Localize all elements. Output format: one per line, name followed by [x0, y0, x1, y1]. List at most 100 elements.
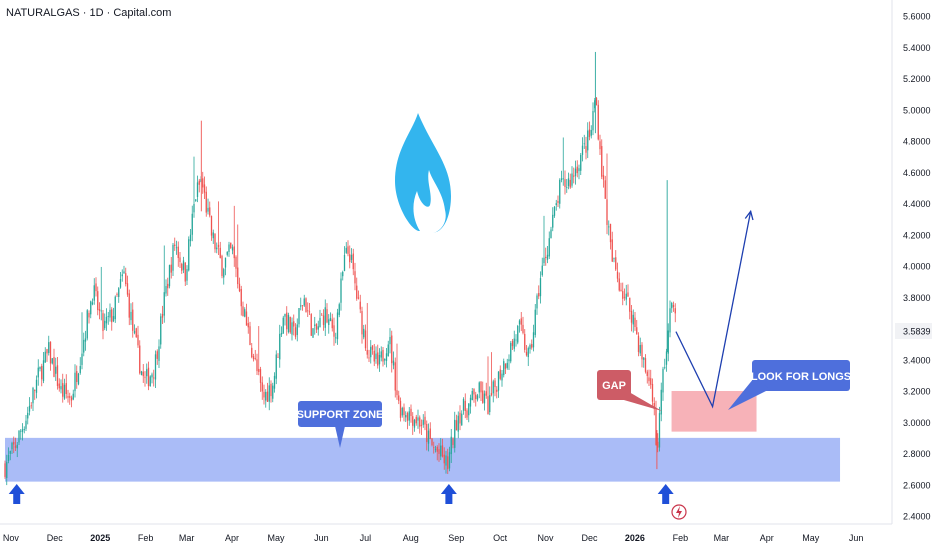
candle-body [359, 301, 361, 310]
gap-text: GAP [602, 380, 626, 392]
candle-body [578, 168, 580, 172]
candle-body [536, 295, 538, 309]
candle-body [665, 351, 668, 365]
up-arrow-icon [440, 484, 457, 504]
candle-body [23, 429, 25, 430]
candle-body [221, 255, 223, 277]
candle-body [214, 233, 216, 250]
candle-body [51, 358, 53, 364]
candle-body [314, 324, 316, 326]
candle-body [357, 297, 360, 299]
candle-body [74, 372, 76, 392]
candle-body [658, 413, 661, 448]
candle-body [265, 391, 267, 401]
candle-body [62, 383, 64, 397]
candle-body [518, 320, 521, 325]
candle-body [492, 381, 494, 394]
candle-body [4, 463, 6, 477]
candle-body [35, 379, 38, 393]
candle-body [387, 344, 389, 357]
candle-body [541, 265, 543, 276]
candle-body [674, 308, 676, 314]
candle-body [623, 296, 626, 298]
candle-body [7, 455, 10, 461]
y-tick-label: 3.4000 [903, 355, 931, 365]
look-for-longs-label[interactable]: LOOK FOR LONGS [728, 360, 851, 410]
candle-body [240, 289, 242, 307]
y-tick-label: 5.4000 [903, 43, 931, 53]
candle-body [268, 385, 270, 402]
x-tick-label: Sep [448, 533, 464, 543]
candle-body [137, 334, 139, 346]
support-zone-label[interactable]: SUPPORT ZONE [297, 401, 384, 448]
candle-body [109, 309, 111, 318]
y-tick-label: 5.2000 [903, 74, 931, 84]
candle-body [352, 253, 354, 270]
candle-body [375, 353, 377, 359]
candle-body [366, 349, 368, 355]
candle-body [546, 254, 549, 260]
candle-body [139, 345, 141, 374]
candle-body [478, 382, 480, 393]
candle-body [275, 354, 277, 379]
candle-body [595, 97, 598, 106]
candle-body [6, 461, 8, 479]
look-for-longs-text: LOOK FOR LONGS [751, 371, 851, 383]
candle-body [209, 207, 211, 216]
candle-body [567, 178, 570, 186]
candle-body [72, 393, 74, 400]
candle-body [233, 246, 235, 259]
candle-body [203, 184, 206, 193]
candle-body [459, 412, 461, 424]
candle-body [336, 312, 339, 340]
candle-body [545, 256, 547, 258]
candle-body [377, 352, 379, 366]
candle-body [644, 358, 647, 372]
y-tick-label: 4.0000 [903, 262, 931, 272]
candle-body [223, 269, 225, 278]
candle-body [83, 339, 85, 353]
x-tick-label: Dec [47, 533, 64, 543]
candle-body [198, 180, 200, 185]
candle-body [490, 393, 493, 396]
x-tick-label: Jun [849, 533, 864, 543]
candle-body [196, 182, 199, 197]
candles-layer [4, 51, 676, 486]
candle-body [599, 141, 601, 150]
candle-body [620, 289, 622, 291]
candle-body [566, 186, 568, 188]
candle-body [382, 349, 384, 362]
candle-body [522, 324, 524, 333]
candle-body [368, 357, 370, 359]
candle-body [135, 328, 137, 338]
candle-body [263, 391, 265, 398]
candle-body [448, 452, 451, 469]
gap-label-pointer [617, 392, 662, 411]
candle-body [69, 396, 71, 398]
candle-body [13, 441, 15, 445]
candle-body [88, 312, 90, 318]
gap-label[interactable]: GAP [597, 370, 662, 411]
zones-layer [5, 391, 841, 482]
candle-body [219, 247, 221, 258]
x-tick-label: Dec [582, 533, 599, 543]
candle-body [121, 274, 123, 277]
candle-body [401, 407, 403, 416]
event-lightning-icon[interactable] [671, 504, 687, 520]
candle-body [508, 359, 510, 362]
candle-body [125, 273, 127, 285]
candle-body [133, 331, 136, 333]
x-tick-label: Nov [3, 533, 20, 543]
candle-body [651, 383, 654, 402]
candle-body [417, 417, 419, 421]
candle-body [527, 348, 529, 358]
candle-body [426, 424, 428, 442]
up-arrow-icon [8, 484, 25, 504]
candle-body [342, 271, 344, 277]
x-tick-label: 2026 [625, 533, 645, 543]
candle-body [468, 403, 470, 416]
candle-body [90, 301, 92, 315]
y-tick-label: 2.8000 [903, 449, 931, 459]
candle-body [293, 321, 295, 327]
candle-body [279, 333, 281, 360]
